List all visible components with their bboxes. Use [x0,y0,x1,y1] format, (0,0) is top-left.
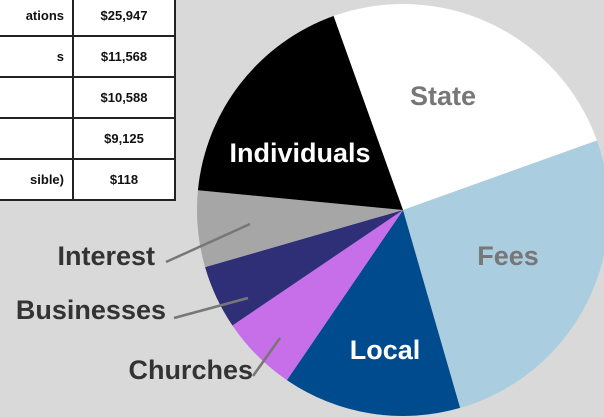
slice-label: Local [350,335,421,365]
pie-slice [197,16,403,210]
table-cell: $11,568 [72,35,176,78]
leader-line [251,337,282,377]
table-cell: $118 [72,158,176,201]
leader-line [165,222,251,264]
pie-slice [197,190,403,268]
slice-label: Individuals [229,138,370,168]
pie-slice [232,210,403,381]
pie-slice [286,210,461,417]
table-row: sible) $118 [0,158,176,201]
table-cell [0,76,74,119]
table-cell: $10,588 [72,76,176,119]
table-cell: ations [0,0,74,37]
table-row: $10,588 [0,76,176,119]
table-cell: $9,125 [72,117,176,160]
table-row: ations $25,947 [0,0,176,37]
table: ations $25,947 s $11,568 $10,588 $9,125 sible)… [0,0,176,201]
table-cell: sible) [0,158,74,201]
slice-label: Interest [57,241,155,271]
pie-slice [205,210,403,326]
slice-label: Churches [128,355,253,385]
table-cell: $25,947 [72,0,176,37]
table-row: s $11,568 [0,35,176,78]
pie-slice [403,140,604,408]
leader-line [173,296,249,320]
table-row: $9,125 [0,117,176,160]
slice-label: Fees [477,241,539,271]
table-cell: s [0,35,74,78]
pie-slice [333,4,597,211]
slice-label: Businesses [16,295,166,325]
table-cell [0,117,74,160]
slice-label: State [410,81,476,111]
